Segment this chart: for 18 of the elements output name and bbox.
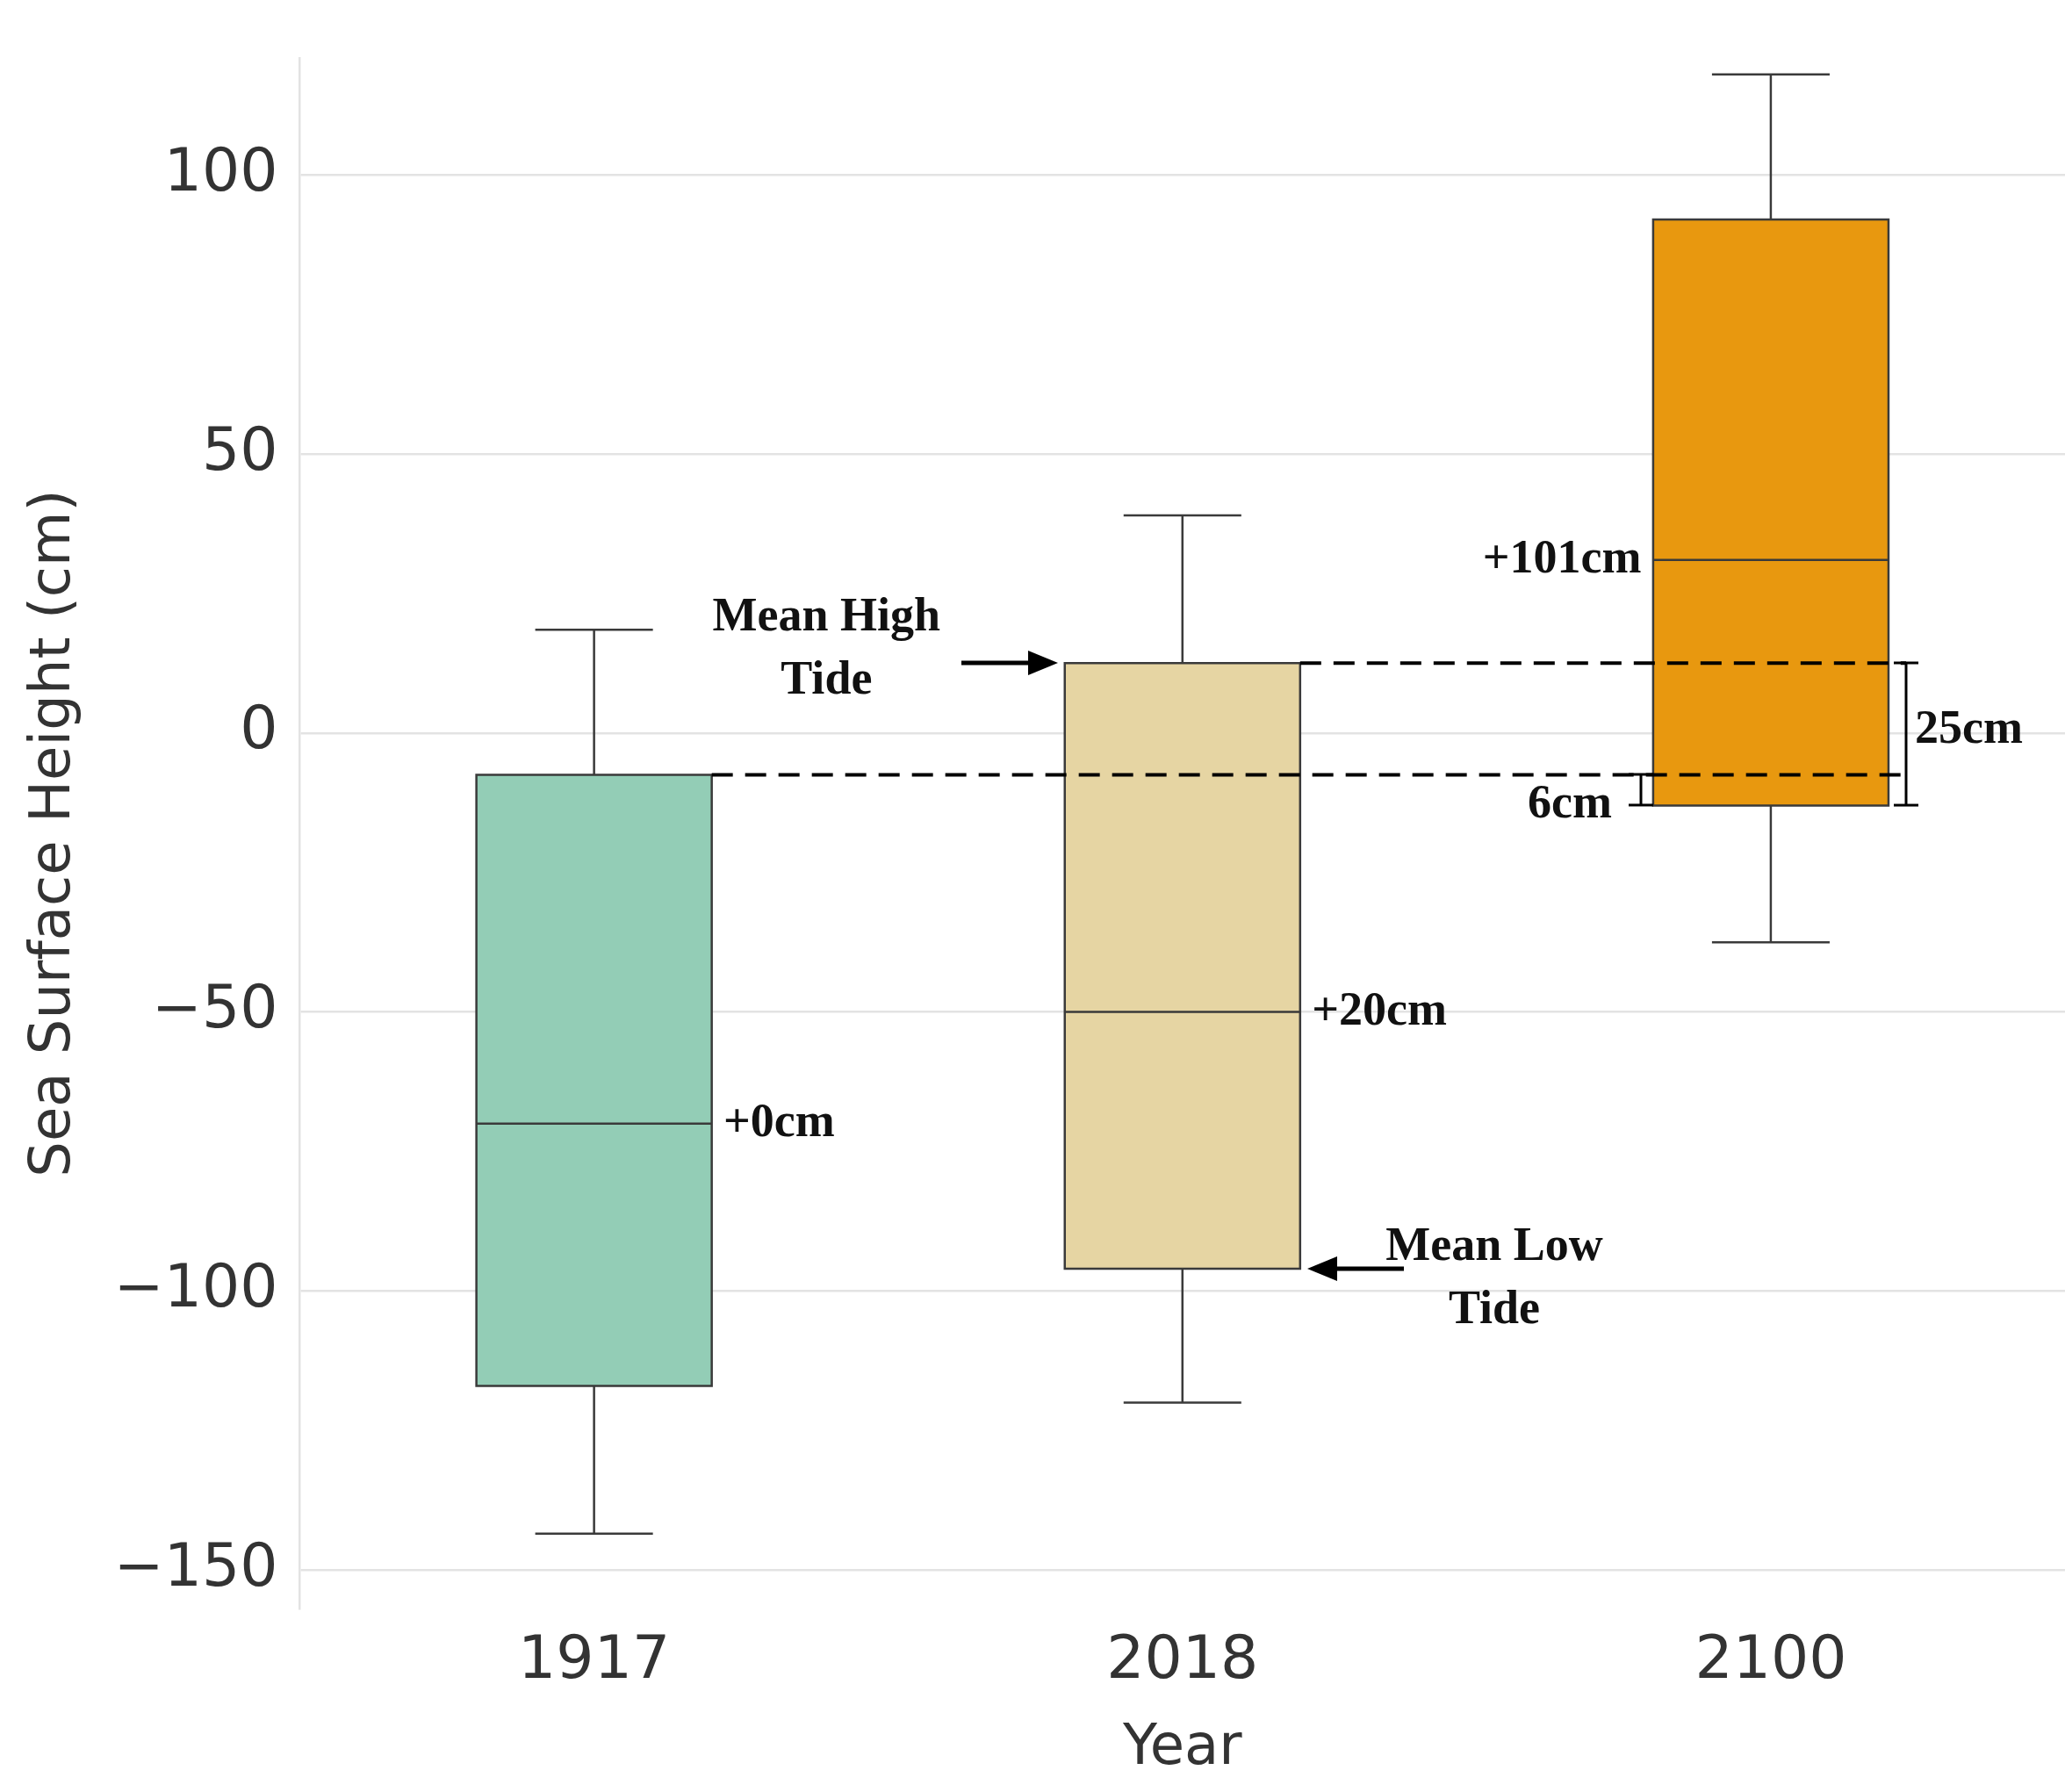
y-tick-label: −50 (152, 972, 278, 1042)
y-tick-label: 0 (240, 693, 278, 763)
y-tick-label: −100 (113, 1251, 278, 1321)
y-tick-label: 50 (202, 414, 278, 484)
y-tick-label: −150 (113, 1529, 278, 1600)
annotation: 6cm (1528, 775, 1612, 829)
annotation: 25cm (1915, 701, 2024, 754)
y-tick-label: 100 (163, 134, 278, 205)
y-axis-title: Sea Surface Height (cm) (18, 489, 83, 1177)
annotation: Mean High Tide (712, 588, 941, 705)
annotation: Mean Low Tide (1385, 1217, 1603, 1334)
annotation: +20cm (1312, 982, 1447, 1035)
x-tick-label: 2100 (1694, 1623, 1847, 1693)
x-tick-label: 1917 (518, 1623, 671, 1693)
x-axis-title: Year (1122, 1712, 1243, 1778)
annotation: +101cm (1482, 529, 1642, 583)
annotation: +0cm (723, 1093, 835, 1147)
x-tick-label: 2018 (1106, 1623, 1259, 1693)
